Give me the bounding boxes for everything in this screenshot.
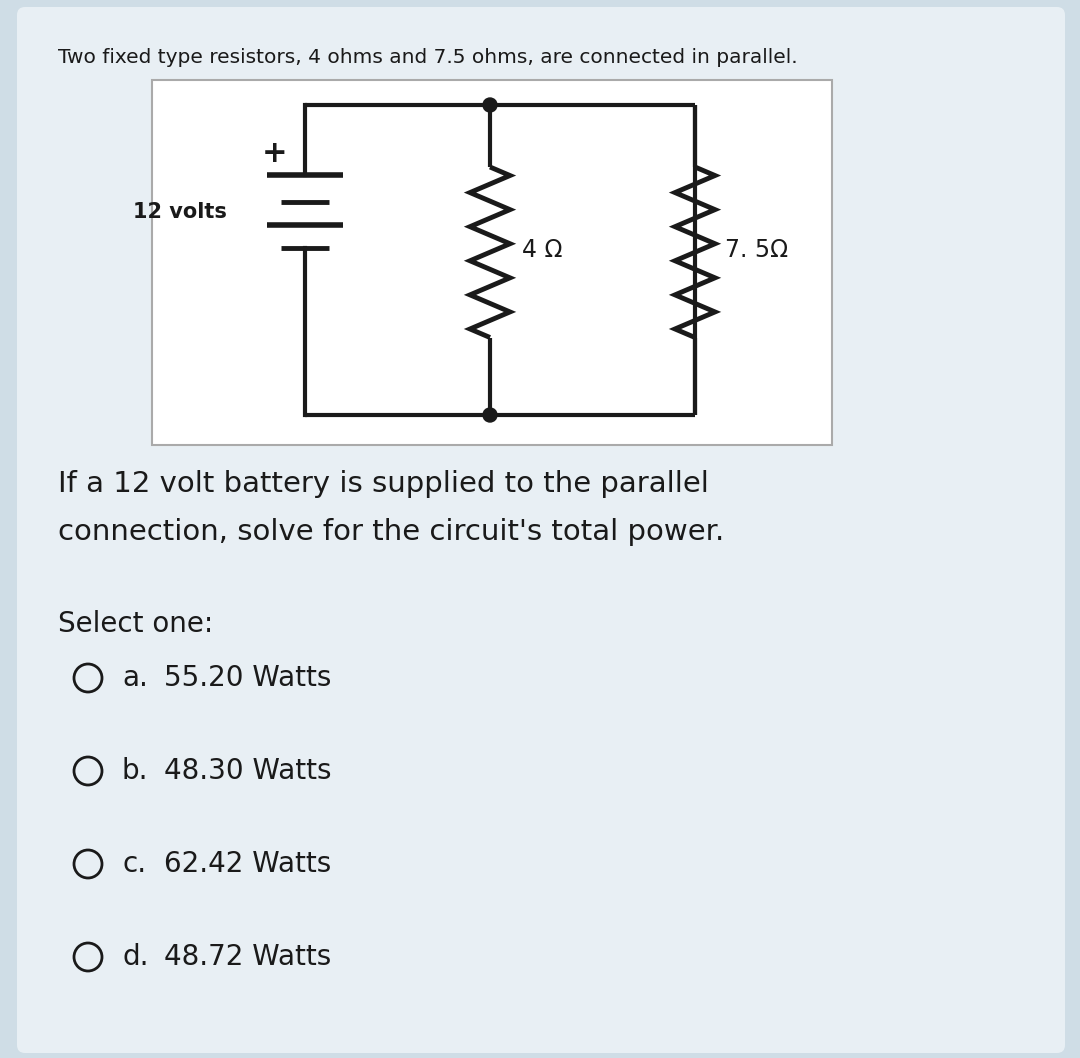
FancyBboxPatch shape [152,80,832,445]
Text: d.: d. [122,943,149,971]
Circle shape [483,408,497,422]
Text: 48.72 Watts: 48.72 Watts [164,943,332,971]
Text: 55.20 Watts: 55.20 Watts [164,664,332,692]
Text: If a 12 volt battery is supplied to the parallel: If a 12 volt battery is supplied to the … [58,470,708,498]
Text: 62.42 Watts: 62.42 Watts [164,850,332,878]
Text: c.: c. [122,850,146,878]
Text: 12 volts: 12 volts [133,201,227,221]
Text: 4 Ω: 4 Ω [522,238,563,262]
Text: Two fixed type resistors, 4 ohms and 7.5 ohms, are connected in parallel.: Two fixed type resistors, 4 ohms and 7.5… [58,48,798,67]
Text: +: + [262,139,287,167]
Circle shape [75,758,102,785]
Text: Select one:: Select one: [58,610,213,638]
FancyBboxPatch shape [17,7,1065,1053]
Circle shape [75,664,102,692]
Text: 48.30 Watts: 48.30 Watts [164,758,332,785]
Text: a.: a. [122,664,148,692]
Text: 7. 5Ω: 7. 5Ω [725,238,788,262]
Text: b.: b. [122,758,149,785]
Text: connection, solve for the circuit's total power.: connection, solve for the circuit's tota… [58,518,725,546]
Circle shape [75,943,102,971]
Circle shape [75,850,102,878]
Circle shape [483,98,497,112]
